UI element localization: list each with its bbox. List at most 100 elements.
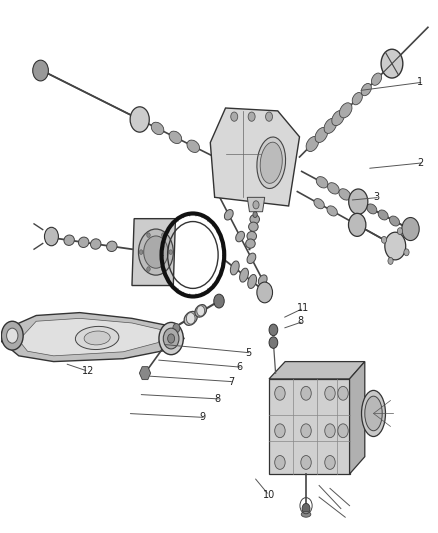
Circle shape [162, 233, 165, 237]
Ellipse shape [91, 239, 101, 249]
Ellipse shape [64, 235, 74, 245]
Circle shape [144, 236, 168, 268]
Circle shape [275, 424, 285, 438]
Ellipse shape [169, 131, 182, 143]
Ellipse shape [258, 275, 267, 285]
Circle shape [173, 324, 180, 333]
Text: 2: 2 [417, 158, 423, 168]
Circle shape [265, 112, 272, 122]
Text: 10: 10 [262, 490, 275, 500]
Polygon shape [1, 313, 184, 361]
Circle shape [338, 386, 348, 400]
Ellipse shape [78, 237, 89, 247]
Ellipse shape [328, 183, 339, 194]
Circle shape [381, 49, 403, 78]
Ellipse shape [339, 103, 352, 118]
Ellipse shape [230, 261, 239, 275]
Circle shape [402, 217, 419, 240]
Ellipse shape [332, 110, 344, 126]
Ellipse shape [384, 60, 395, 72]
Ellipse shape [187, 140, 200, 152]
Ellipse shape [250, 215, 259, 224]
Circle shape [338, 424, 348, 438]
Circle shape [269, 324, 278, 336]
Circle shape [141, 367, 149, 379]
Text: 8: 8 [215, 394, 221, 404]
Circle shape [301, 456, 311, 470]
Circle shape [45, 227, 58, 246]
Polygon shape [350, 361, 365, 474]
Circle shape [325, 386, 335, 400]
Text: 5: 5 [245, 348, 251, 358]
Ellipse shape [224, 209, 233, 220]
Circle shape [130, 107, 149, 132]
Text: 7: 7 [228, 377, 234, 387]
Ellipse shape [324, 118, 336, 133]
Ellipse shape [151, 122, 164, 135]
Circle shape [214, 294, 224, 308]
Ellipse shape [316, 176, 328, 188]
Ellipse shape [306, 136, 318, 151]
Ellipse shape [260, 142, 282, 183]
Circle shape [404, 249, 409, 256]
Text: 12: 12 [82, 366, 94, 376]
Polygon shape [19, 318, 167, 356]
Ellipse shape [365, 396, 382, 431]
Ellipse shape [240, 268, 248, 282]
Text: 6: 6 [237, 362, 243, 373]
Ellipse shape [75, 326, 119, 350]
Circle shape [248, 112, 255, 122]
Text: 11: 11 [297, 303, 310, 313]
Circle shape [139, 250, 143, 254]
Circle shape [381, 236, 387, 243]
Circle shape [349, 213, 366, 237]
Circle shape [253, 201, 259, 209]
Ellipse shape [361, 390, 385, 437]
Circle shape [301, 424, 311, 438]
Circle shape [269, 337, 278, 349]
Circle shape [275, 386, 285, 400]
Text: 9: 9 [199, 413, 205, 423]
Ellipse shape [246, 239, 255, 248]
Circle shape [1, 321, 23, 350]
Circle shape [159, 322, 184, 354]
Ellipse shape [248, 274, 257, 288]
Ellipse shape [327, 206, 337, 216]
Circle shape [231, 112, 238, 122]
Ellipse shape [84, 331, 110, 345]
Ellipse shape [247, 253, 256, 264]
Circle shape [163, 328, 179, 349]
Ellipse shape [249, 222, 258, 231]
Circle shape [147, 233, 150, 237]
Polygon shape [269, 361, 365, 379]
Circle shape [257, 282, 272, 303]
Circle shape [302, 503, 310, 514]
Ellipse shape [361, 84, 371, 96]
Ellipse shape [389, 216, 399, 226]
Polygon shape [269, 379, 350, 474]
Text: 8: 8 [297, 316, 304, 326]
Ellipse shape [378, 210, 388, 220]
Circle shape [33, 60, 48, 81]
Ellipse shape [352, 93, 362, 105]
Ellipse shape [257, 137, 286, 189]
Circle shape [301, 386, 311, 400]
Circle shape [138, 229, 173, 275]
Ellipse shape [106, 241, 117, 252]
Polygon shape [210, 108, 300, 206]
Circle shape [7, 328, 18, 343]
Ellipse shape [367, 204, 377, 214]
Circle shape [168, 334, 175, 343]
Circle shape [397, 228, 403, 235]
Circle shape [388, 257, 393, 264]
Ellipse shape [184, 311, 198, 325]
Ellipse shape [301, 512, 311, 517]
Ellipse shape [339, 189, 350, 200]
Circle shape [275, 456, 285, 470]
Ellipse shape [314, 199, 324, 209]
Circle shape [169, 250, 173, 254]
Ellipse shape [195, 305, 207, 317]
Text: 1: 1 [417, 77, 423, 87]
Circle shape [186, 313, 195, 324]
Circle shape [325, 456, 335, 470]
